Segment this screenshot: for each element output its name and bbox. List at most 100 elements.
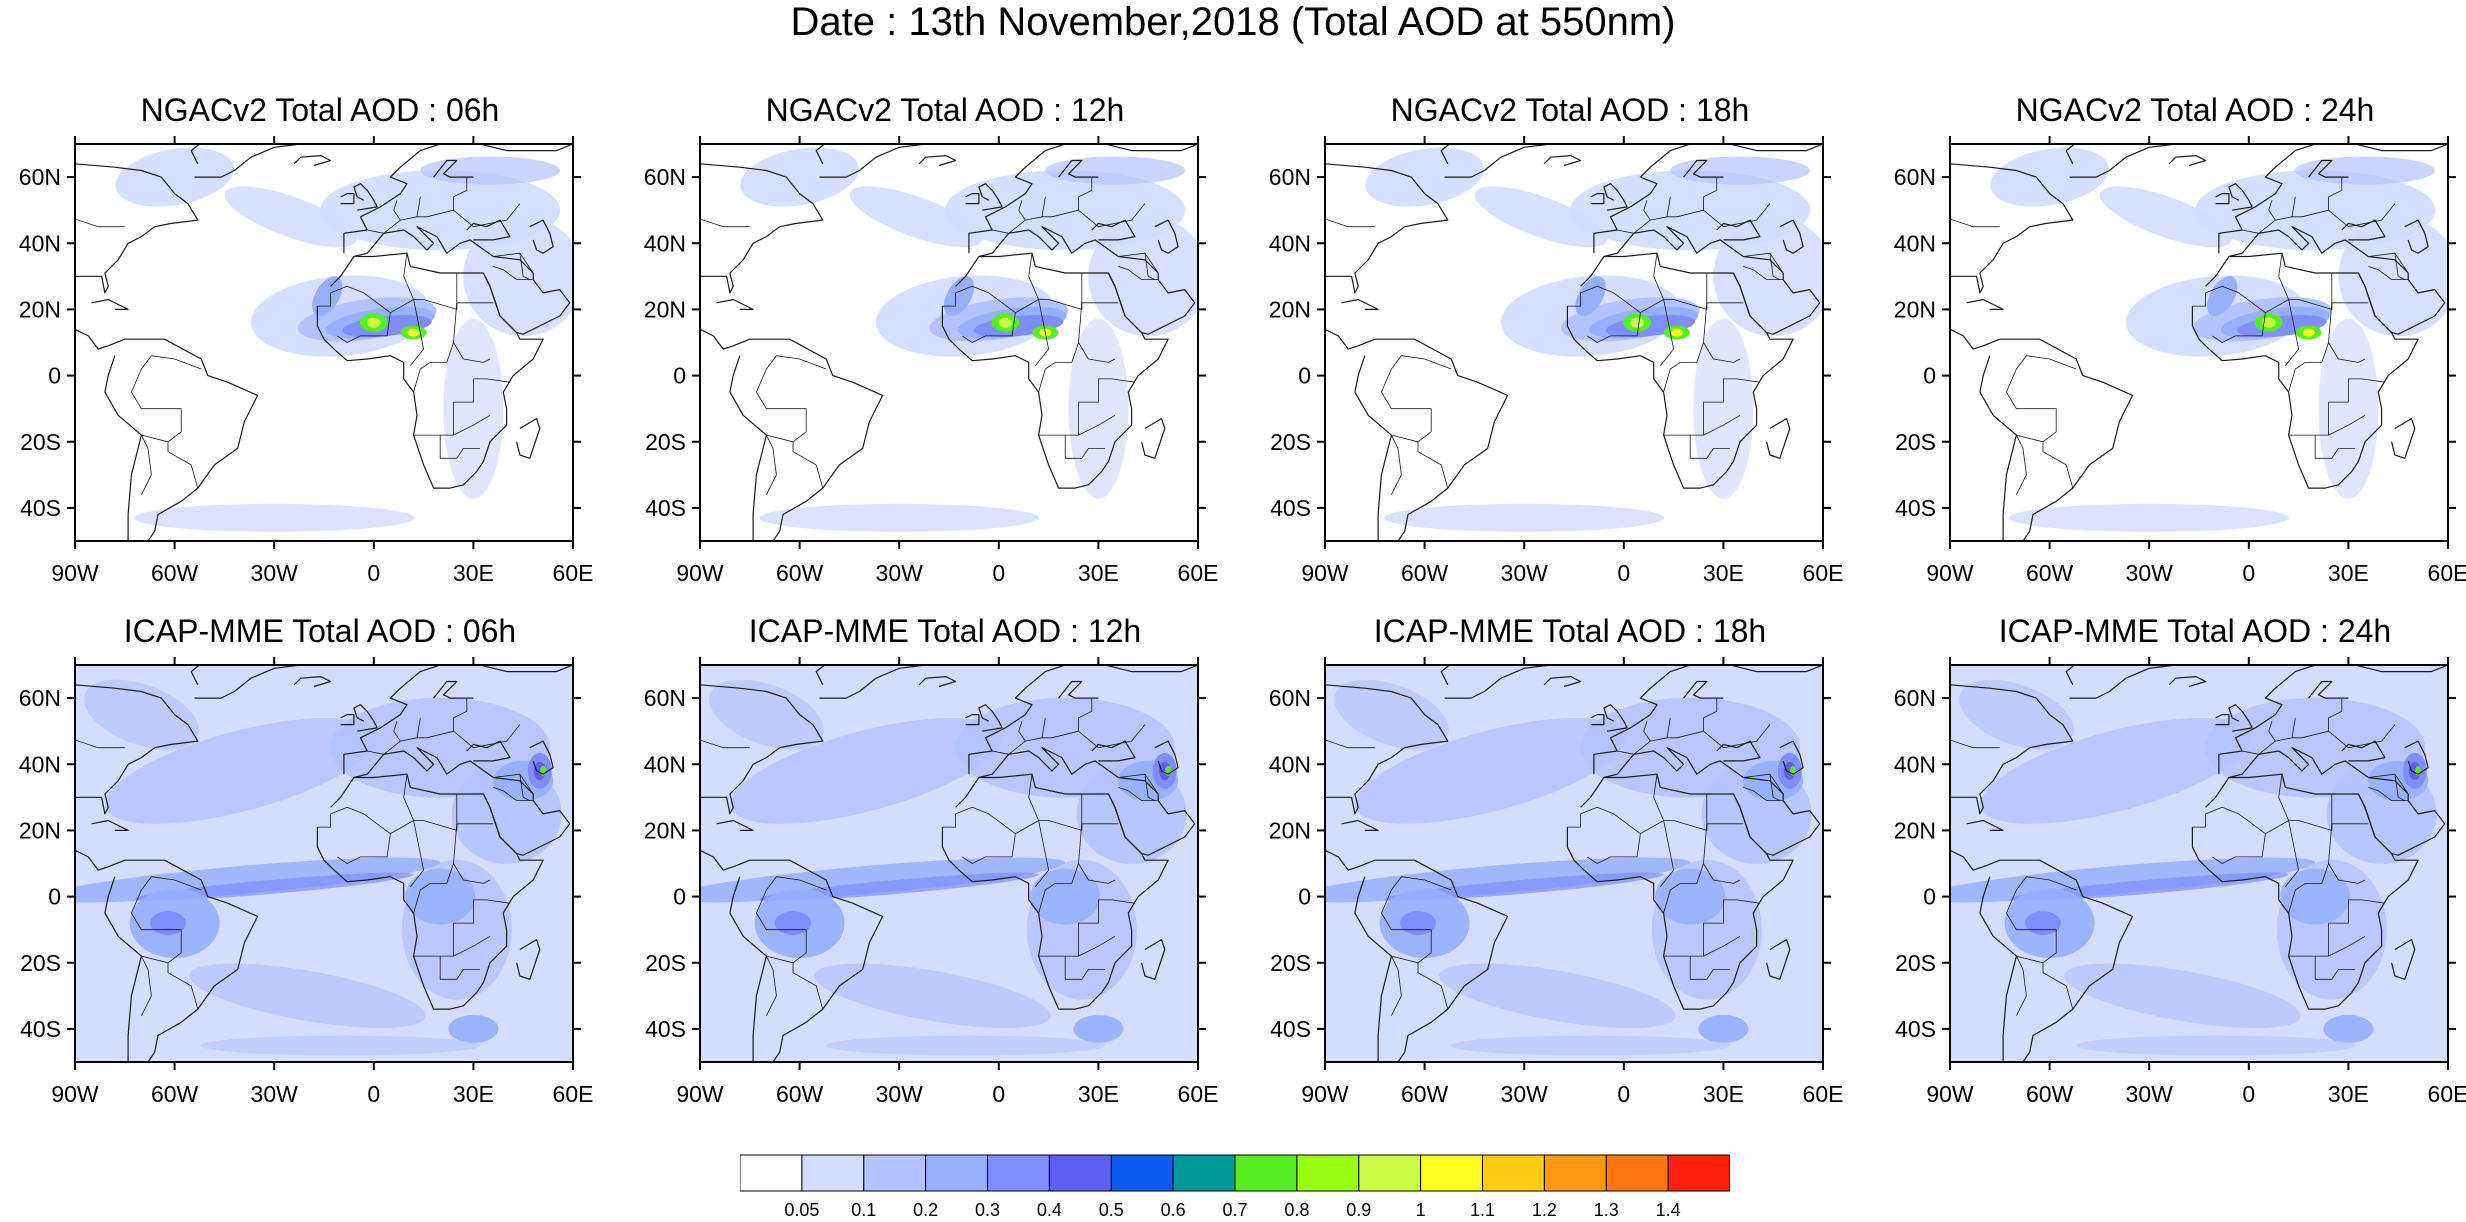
lat-tick-label: 20S xyxy=(20,429,61,455)
map-plot: 60N 40N 20N 0 20S 40S 90W 60W 30W 0 30E 60E xyxy=(1269,136,1843,586)
lat-tick-label: 60N xyxy=(1894,685,1936,711)
lon-tick-label: 0 xyxy=(1617,1081,1630,1107)
coastlines xyxy=(1325,144,1823,541)
colorbar-swatch xyxy=(801,1154,865,1192)
lon-tick-label: 60E xyxy=(1803,1081,1844,1107)
colorbar-label: 0.6 xyxy=(1161,1200,1186,1220)
map-plot: 60N 40N 20N 0 20S 40S 90W 60W 30W 0 30E 60E xyxy=(644,657,1218,1107)
lon-tick-label: 60W xyxy=(2026,560,2074,586)
lon-tick-label: 0 xyxy=(992,1081,1005,1107)
map-plot: 60N 40N 20N 0 20S 40S 90W 60W 30W 0 30E 60E xyxy=(1894,136,2466,586)
lon-tick-label: 30E xyxy=(453,1081,494,1107)
lon-tick-label: 60E xyxy=(2428,560,2466,586)
lat-tick-label: 0 xyxy=(1298,884,1311,910)
map-panel: ICAP-MME Total AOD : 24h 60N 40N 20N 0 20S 40S… xyxy=(1875,521,2466,1107)
aod-field xyxy=(1950,665,2448,1062)
lat-tick-label: 40S xyxy=(20,1016,61,1042)
aod-field xyxy=(700,144,1198,541)
colorbar-label: 1 xyxy=(1416,1200,1426,1220)
lon-tick-label: 60E xyxy=(2428,1081,2466,1107)
colorbar-label: 1.3 xyxy=(1594,1200,1619,1220)
lat-tick-label: 40S xyxy=(1895,495,1936,521)
colorbar-swatch xyxy=(925,1154,989,1192)
lat-tick-label: 40N xyxy=(1269,751,1311,777)
colorbar-swatch xyxy=(987,1154,1050,1192)
colorbar-label: 0.2 xyxy=(913,1200,938,1220)
lon-tick-label: 60W xyxy=(151,560,199,586)
map-frame xyxy=(74,143,574,542)
lat-tick-label: 20N xyxy=(644,296,686,322)
lat-tick-label: 40N xyxy=(644,230,686,256)
lon-tick-label: 60E xyxy=(1803,560,1844,586)
map-frame xyxy=(699,143,1199,542)
aod-field xyxy=(700,665,1198,1062)
panel-title: NGACv2 Total AOD : 18h xyxy=(1390,92,1750,128)
lon-tick-label: 60W xyxy=(1401,1081,1449,1107)
coastlines xyxy=(75,665,573,1062)
panel-title: ICAP-MME Total AOD : 06h xyxy=(123,613,517,649)
lat-tick-label: 0 xyxy=(48,884,61,910)
lon-tick-label: 0 xyxy=(2242,1081,2255,1107)
lat-tick-label: 0 xyxy=(673,363,686,389)
map-plot: 60N 40N 20N 0 20S 40S 90W 60W 30W 0 30E 60E xyxy=(19,657,593,1107)
lat-tick-label: 40N xyxy=(19,230,61,256)
lat-tick-label: 40N xyxy=(19,751,61,777)
lon-tick-label: 30E xyxy=(2328,1081,2369,1107)
lat-tick-label: 20N xyxy=(644,817,686,843)
lat-tick-label: 60N xyxy=(1269,685,1311,711)
aod-field xyxy=(1325,665,1823,1062)
map-frame xyxy=(1949,143,2449,542)
lon-tick-label: 0 xyxy=(367,1081,380,1107)
lon-tick-label: 30W xyxy=(251,560,299,586)
map-panel: ICAP-MME Total AOD : 12h 60N 40N 20N 0 20S 40S… xyxy=(625,521,1219,1107)
lon-tick-label: 30E xyxy=(453,560,494,586)
colorbar-swatch xyxy=(1667,1154,1730,1192)
panel-title: ICAP-MME Total AOD : 24h xyxy=(1998,613,2392,649)
lon-tick-label: 0 xyxy=(992,560,1005,586)
lon-tick-label: 90W xyxy=(676,560,724,586)
colorbar-label: 0.8 xyxy=(1284,1200,1309,1220)
lat-tick-label: 60N xyxy=(19,685,61,711)
lon-tick-label: 30W xyxy=(2126,1081,2174,1107)
lat-tick-label: 20S xyxy=(1895,950,1936,976)
lon-tick-label: 60E xyxy=(553,560,594,586)
colorbar-swatch xyxy=(1420,1154,1483,1192)
colorbar-swatch xyxy=(1296,1154,1360,1192)
map-frame xyxy=(699,664,1199,1063)
lat-tick-label: 20S xyxy=(645,429,686,455)
map-plot: 60N 40N 20N 0 20S 40S 90W 60W 30W 0 30E 60E xyxy=(1269,657,1843,1107)
map-panel: ICAP-MME Total AOD : 06h 60N 40N 20N 0 20S 40S… xyxy=(0,521,594,1107)
colorbar-label: 0.9 xyxy=(1346,1200,1371,1220)
main-title: Date : 13th November,2018 (Total AOD at … xyxy=(790,0,1676,44)
colorbar-label: 0.5 xyxy=(1099,1200,1124,1220)
lon-tick-label: 90W xyxy=(1926,560,1974,586)
map-plot: 60N 40N 20N 0 20S 40S 90W 60W 30W 0 30E 60E xyxy=(644,136,1218,586)
map-panel: NGACv2 Total AOD : 06h 60N 40N 20N 0 20S 40S 90… xyxy=(0,0,594,586)
lon-tick-label: 60W xyxy=(2026,1081,2074,1107)
lat-tick-label: 0 xyxy=(1923,884,1936,910)
colorbar-label: 1.1 xyxy=(1470,1200,1495,1220)
colorbar-swatch xyxy=(1358,1154,1422,1192)
lon-tick-label: 30E xyxy=(2328,560,2369,586)
lon-tick-label: 60E xyxy=(1178,1081,1219,1107)
map-frame xyxy=(1949,664,2449,1063)
lat-tick-label: 40S xyxy=(1270,1016,1311,1042)
lon-tick-label: 60E xyxy=(1178,560,1219,586)
lat-tick-label: 40S xyxy=(20,495,61,521)
colorbar-swatch xyxy=(863,1154,927,1192)
coastlines xyxy=(1325,665,1823,1062)
colorbar-swatch xyxy=(1482,1154,1545,1192)
lon-tick-label: 30E xyxy=(1703,1081,1744,1107)
panel-title: ICAP-MME Total AOD : 12h xyxy=(748,613,1142,649)
lat-tick-label: 20N xyxy=(1269,296,1311,322)
lat-tick-label: 20N xyxy=(1894,817,1936,843)
lon-tick-label: 30E xyxy=(1078,1081,1119,1107)
lat-tick-label: 0 xyxy=(48,363,61,389)
lon-tick-label: 30W xyxy=(251,1081,299,1107)
colorbar-label: 0.05 xyxy=(784,1200,819,1220)
lat-tick-label: 60N xyxy=(644,685,686,711)
map-panel: NGACv2 Total AOD : 12h 60N 40N 20N 0 20S 40S 90… xyxy=(625,0,1219,586)
lat-tick-label: 40N xyxy=(1894,751,1936,777)
lon-tick-label: 30E xyxy=(1703,560,1744,586)
lon-tick-label: 60W xyxy=(776,560,824,586)
